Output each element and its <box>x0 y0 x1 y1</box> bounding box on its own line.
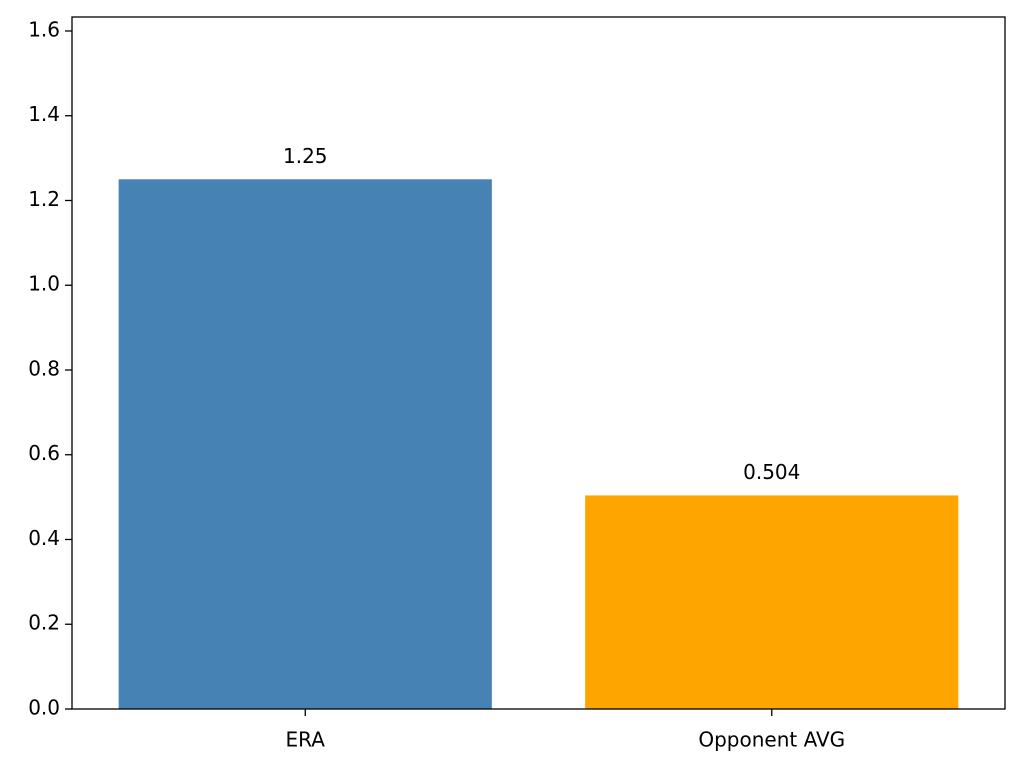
y-tick-label: 0.6 <box>28 441 60 465</box>
bar <box>118 179 492 710</box>
y-tick-label: 0.4 <box>28 526 60 550</box>
x-tick-label: ERA <box>286 728 326 752</box>
y-tick-label: 1.6 <box>28 17 60 41</box>
value-label: 1.25 <box>283 144 328 168</box>
value-label: 0.504 <box>743 460 800 484</box>
y-tick-label: 1.4 <box>28 102 60 126</box>
bar <box>585 495 959 709</box>
y-tick-label: 0.0 <box>28 696 60 720</box>
y-tick-label: 0.2 <box>28 611 60 635</box>
axes-frame <box>71 16 1006 710</box>
x-tick-label: Opponent AVG <box>698 728 845 752</box>
y-tick-label: 1.2 <box>28 187 60 211</box>
y-tick-label: 1.0 <box>28 272 60 296</box>
y-tick-label: 0.8 <box>28 356 60 380</box>
